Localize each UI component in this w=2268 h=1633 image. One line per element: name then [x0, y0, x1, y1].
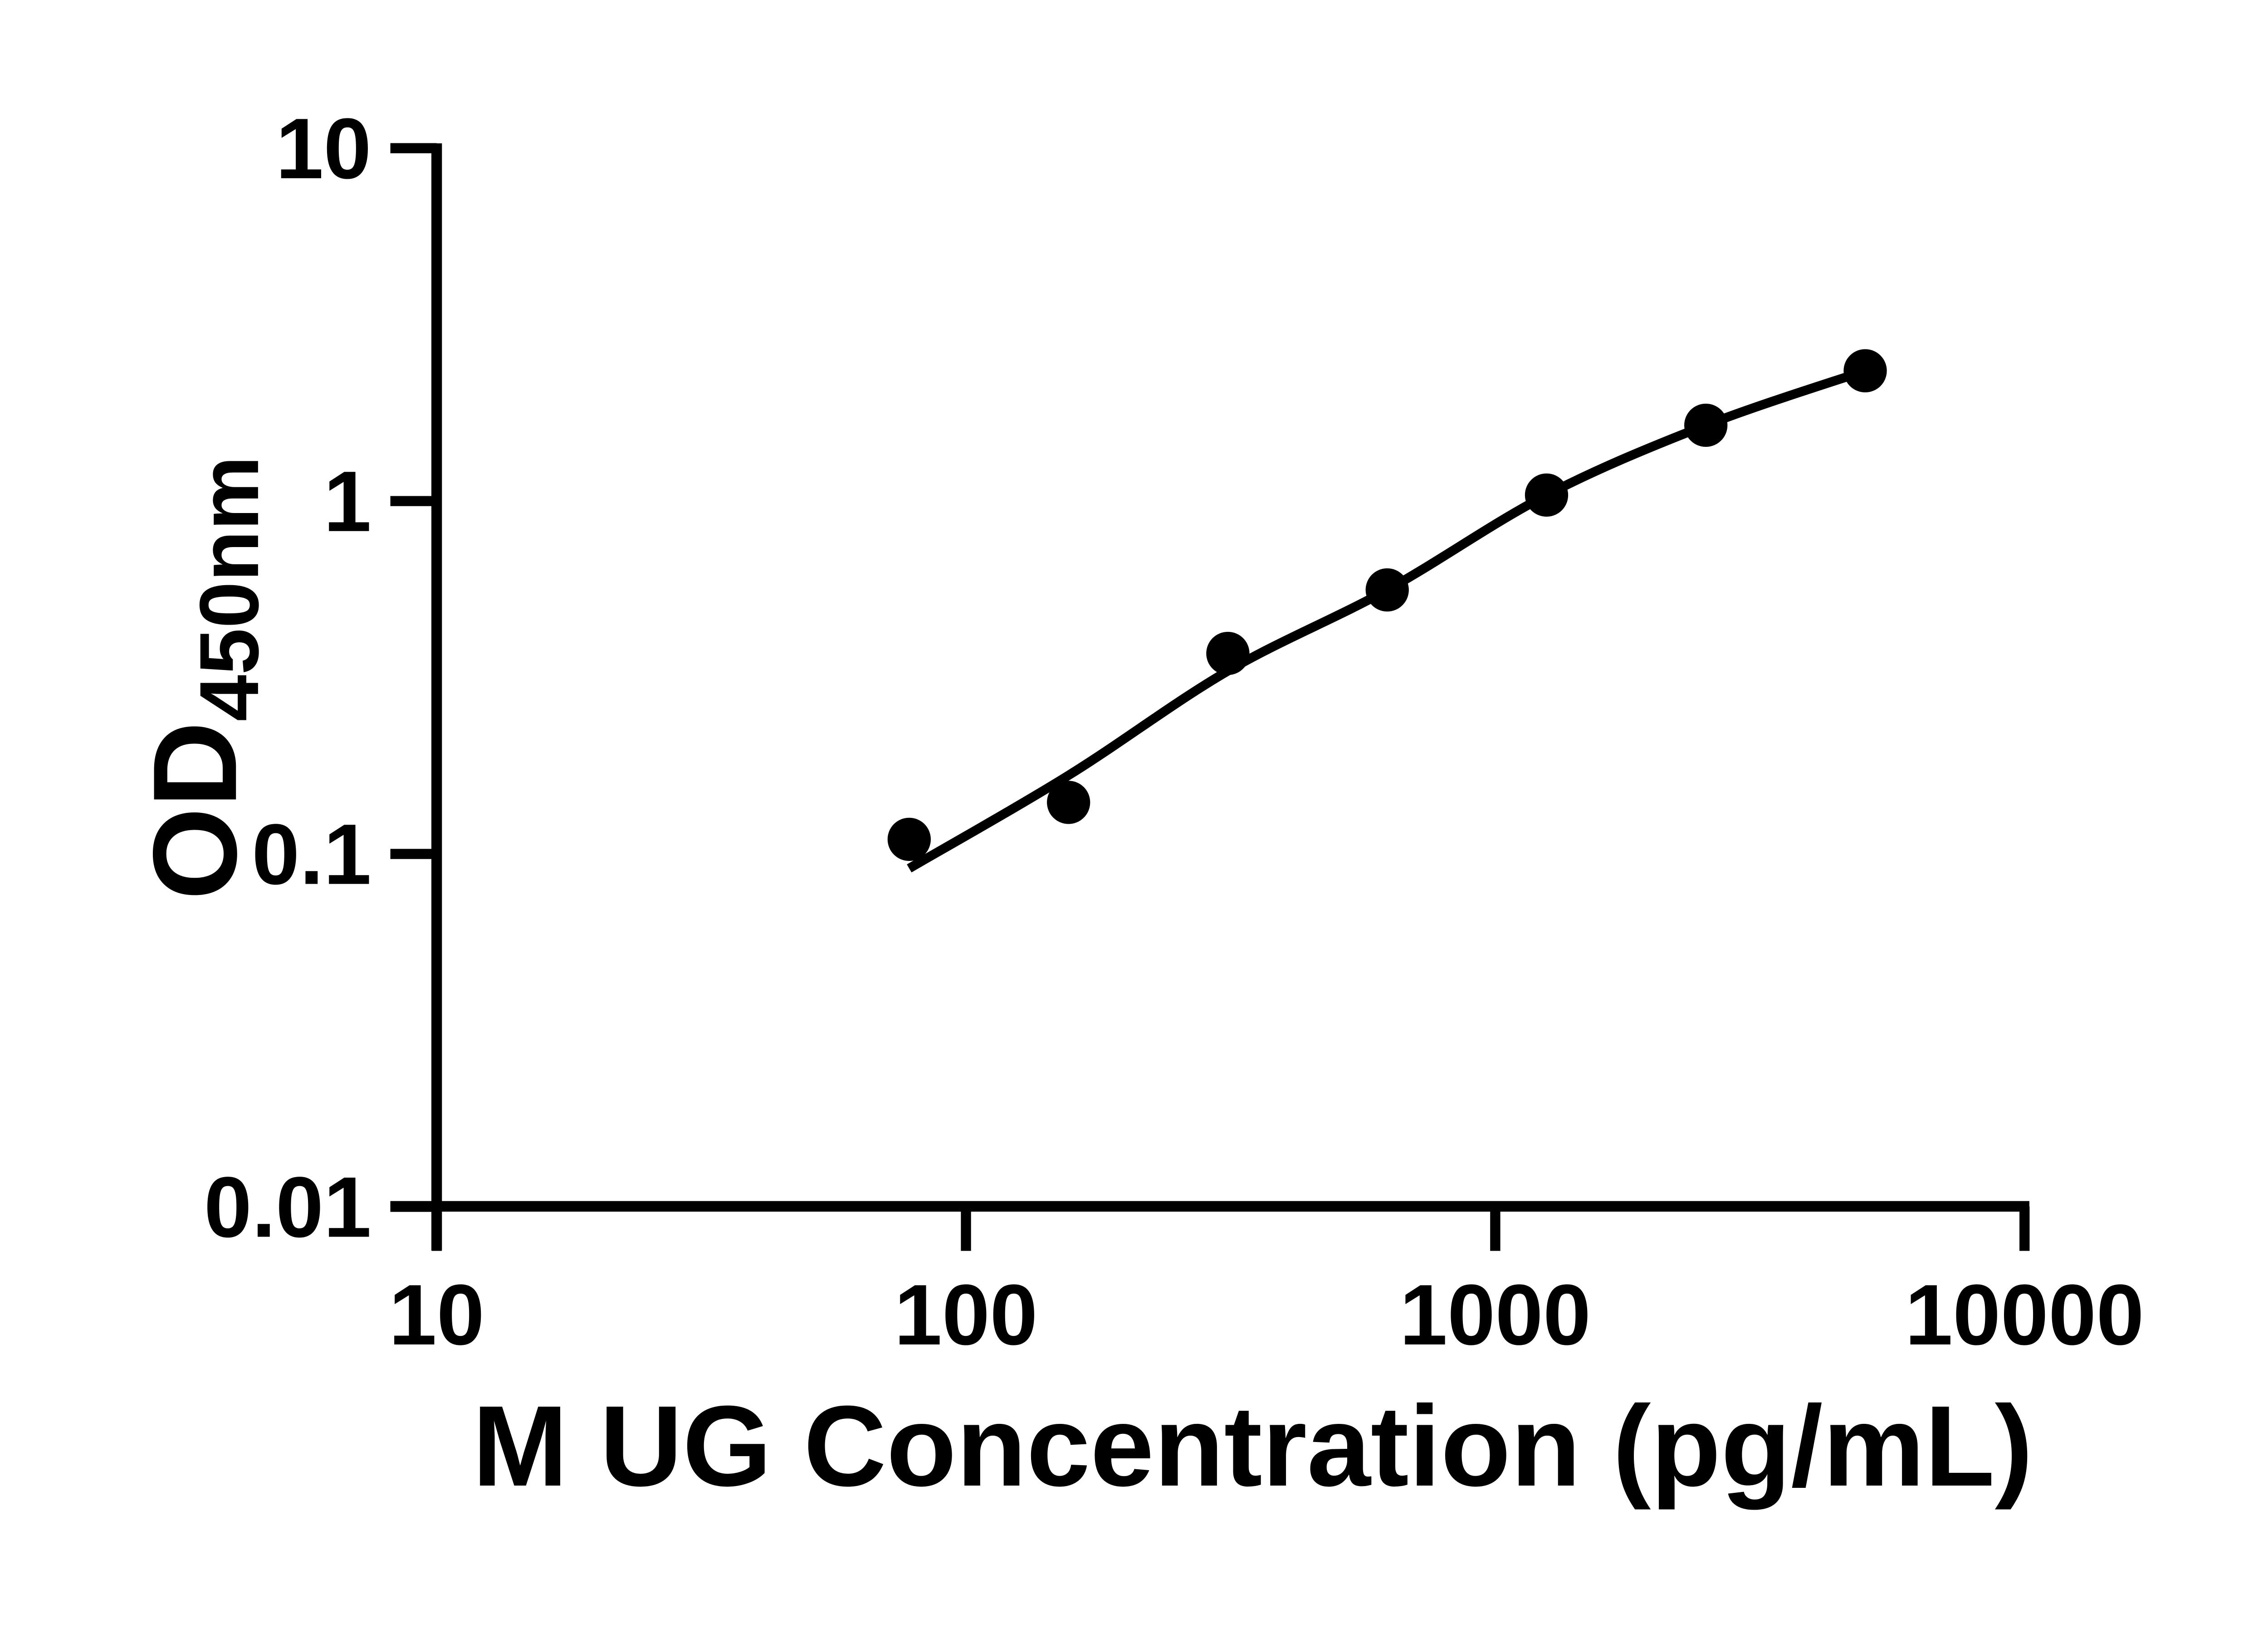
- y-tick-label: 0.1: [252, 807, 371, 903]
- data-point: [1047, 781, 1090, 824]
- axes: [390, 143, 2030, 1251]
- x-axis-title: M UG Concentration (pg/mL): [472, 1382, 2033, 1510]
- y-tick-label: 10: [276, 101, 371, 197]
- chart-canvas: 10 1 0.1 0.01 10 100 1000 10000 M UG Concentra…: [128, 100, 2144, 1510]
- x-tick-label: 10: [389, 1267, 484, 1363]
- data-point: [1684, 403, 1728, 447]
- y-axis-title: OD450nm: [128, 456, 276, 900]
- y-tick-label: 0.01: [204, 1159, 371, 1256]
- data-point: [1843, 349, 1887, 393]
- y-axis-tick-labels: 10 1 0.1 0.01: [204, 101, 371, 1256]
- data-point: [1365, 568, 1409, 612]
- data-points: [887, 349, 1887, 861]
- y-axis-title-subscript: 450nm: [183, 456, 276, 721]
- x-axis-tick-labels: 10 100 1000 10000: [389, 1267, 2144, 1363]
- x-tick-label: 100: [894, 1267, 1037, 1363]
- y-axis-title-main: OD: [128, 721, 261, 900]
- data-point: [1206, 631, 1250, 675]
- x-tick-label: 10000: [1905, 1267, 2144, 1363]
- x-tick-label: 1000: [1399, 1267, 1591, 1363]
- y-tick-label: 1: [323, 454, 371, 550]
- data-point: [887, 817, 931, 861]
- elisa-standard-curve-figure: 10 1 0.1 0.01 10 100 1000 10000 M UG Concentra…: [128, 100, 2144, 1510]
- data-point: [1525, 473, 1569, 517]
